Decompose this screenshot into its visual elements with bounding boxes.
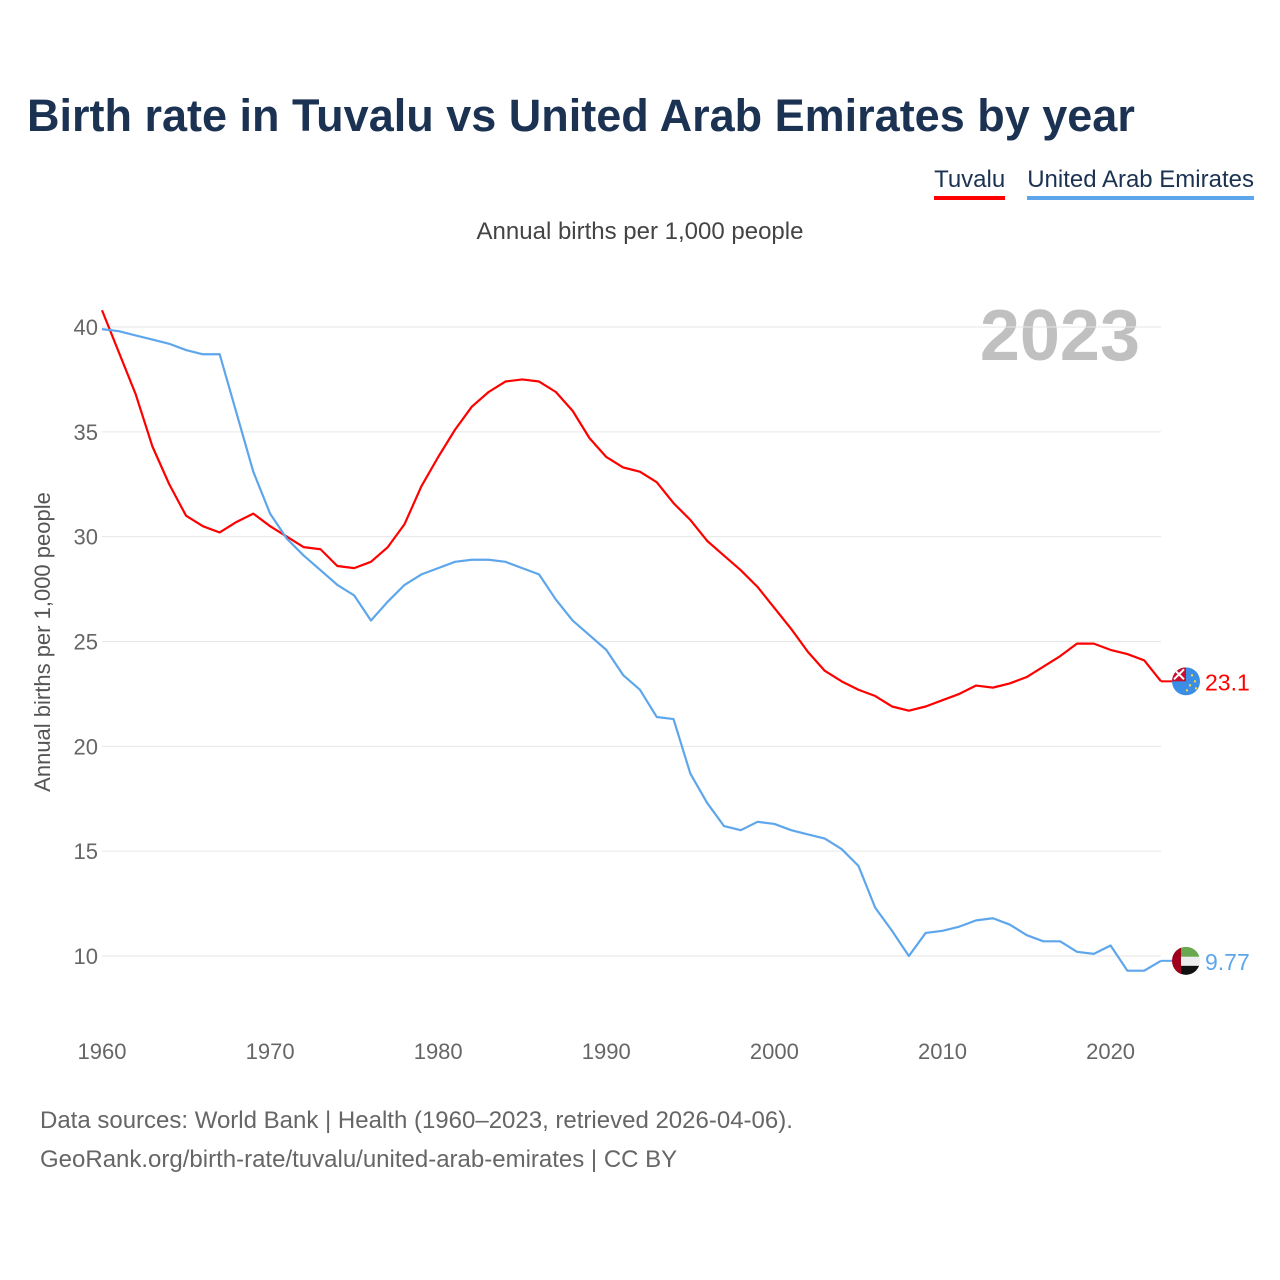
tuvalu-flag-icon (1172, 667, 1200, 696)
y-tick-label: 40 (74, 315, 98, 340)
series-line-uae (101, 328, 1162, 972)
end-value-label: 9.77 (1205, 949, 1250, 975)
x-tick-label: 1970 (246, 1039, 295, 1064)
uae-flag-icon (1172, 946, 1200, 975)
x-tick-label: 1980 (414, 1039, 463, 1064)
end-value-label: 23.1 (1205, 669, 1250, 695)
series-line-tuvalu (100, 309, 1162, 712)
x-tick-label: 2020 (1086, 1039, 1135, 1064)
flag-star (1193, 680, 1197, 683)
legend: Tuvalu United Arab Emirates (934, 166, 1254, 200)
x-tick-label: 2010 (918, 1039, 967, 1064)
flag-body (1172, 946, 1200, 975)
plot-area: 2023 Annual births per 1,000 people 10 15… (30, 296, 1250, 1064)
chart-title: Birth rate in Tuvalu vs United Arab Emir… (27, 90, 1135, 141)
chart-subtitle: Annual births per 1,000 people (476, 218, 804, 245)
x-tick-label: 1960 (78, 1039, 127, 1064)
flag-red (1172, 946, 1181, 975)
flag-star (1185, 689, 1189, 692)
y-tick-label: 25 (74, 630, 98, 655)
y-axis-label: Annual births per 1,000 people (30, 492, 55, 792)
footer-sources: Data sources: World Bank | Health (1960–… (40, 1107, 793, 1134)
y-tick-label: 10 (74, 944, 98, 969)
x-tick-label: 2000 (750, 1039, 799, 1064)
year-watermark: 2023 (980, 296, 1140, 376)
flag-green (1172, 946, 1200, 957)
flag-black (1172, 965, 1200, 975)
x-tick-label: 1990 (582, 1039, 631, 1064)
y-tick-label: 15 (74, 839, 98, 864)
y-tick-label: 20 (74, 734, 98, 759)
legend-tuvalu[interactable]: Tuvalu (934, 166, 1006, 200)
flag-star (1190, 674, 1194, 677)
flag-star (1188, 684, 1192, 687)
y-tick-label: 30 (74, 525, 98, 550)
legend-uae[interactable]: United Arab Emirates (1027, 166, 1254, 200)
footer-url[interactable]: GeoRank.org/birth-rate/tuvalu/united-ara… (40, 1146, 678, 1173)
flag-star (1194, 687, 1198, 690)
flag-body (1172, 667, 1200, 696)
flag-white (1172, 956, 1200, 966)
y-tick-label: 35 (74, 420, 98, 445)
